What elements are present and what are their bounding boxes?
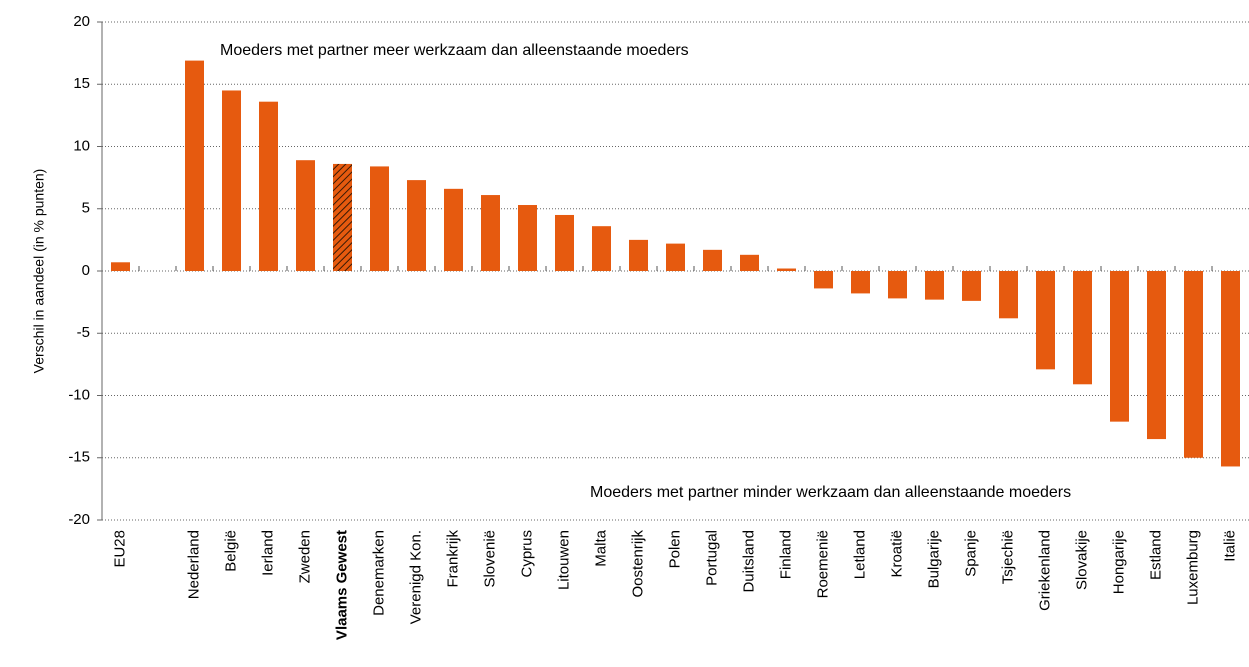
x-tick-label: Italië — [1221, 530, 1238, 562]
bar — [481, 195, 500, 271]
y-tick-label: -20 — [68, 511, 90, 528]
bar — [1036, 271, 1055, 370]
x-tick-label: Estland — [1147, 530, 1164, 580]
bar — [444, 188, 463, 271]
x-tick-label: Oostenrijk — [629, 530, 646, 598]
x-tick-label: Finland — [777, 530, 794, 579]
x-tick-label: Slovakije — [1073, 530, 1090, 590]
x-tick-label: Duitsland — [740, 530, 757, 593]
bar — [999, 271, 1018, 319]
bar — [222, 90, 241, 271]
bar — [1073, 271, 1092, 385]
x-tick-label: Malta — [592, 529, 609, 566]
x-tick-label: Bulgarije — [925, 530, 942, 588]
bar — [925, 271, 944, 300]
x-tick-label: Luxemburg — [1184, 530, 1201, 605]
bar — [1147, 271, 1166, 440]
x-tick-label: Denemarken — [370, 530, 387, 616]
x-tick-label: Hongarije — [1110, 530, 1127, 594]
x-tick-label: Roemenië — [814, 530, 831, 598]
x-tick-label: Litouwen — [555, 530, 572, 590]
bar — [370, 166, 389, 271]
bar — [185, 60, 204, 271]
x-tick-label: Kroatië — [888, 530, 905, 578]
annotation: Moeders met partner minder werkzaam dan … — [590, 484, 1071, 501]
x-tick-label: België — [222, 530, 239, 572]
bar — [555, 214, 574, 271]
bar — [1221, 271, 1240, 467]
x-tick-label: Slovenië — [481, 530, 498, 588]
bar — [851, 271, 870, 294]
x-tick-label: Polen — [666, 530, 683, 568]
y-tick-label: 10 — [73, 137, 90, 154]
y-tick-label: -15 — [68, 449, 90, 466]
bar — [1184, 271, 1203, 458]
bar — [962, 271, 981, 301]
x-tick-label: Spanje — [962, 530, 979, 577]
bar — [296, 160, 315, 271]
bar — [703, 249, 722, 271]
y-tick-label: -5 — [77, 324, 90, 341]
x-tick-label: Vlaams Gewest — [333, 530, 350, 640]
bar — [259, 101, 278, 272]
bar — [333, 163, 352, 271]
x-tick-label: Frankrijk — [444, 530, 461, 588]
x-tick-label: Griekenland — [1036, 530, 1053, 611]
bar — [666, 243, 685, 271]
y-tick-label: 0 — [82, 262, 90, 279]
bar — [592, 226, 611, 271]
y-tick-label: 20 — [73, 13, 90, 30]
bar — [814, 271, 833, 289]
bar — [407, 180, 426, 271]
bar — [740, 254, 759, 271]
bar — [111, 262, 130, 271]
bar — [888, 271, 907, 299]
annotation: Moeders met partner meer werkzaam dan al… — [220, 42, 689, 59]
y-axis-label: Verschil in aandeel (in % punten) — [31, 169, 47, 374]
y-tick-label: -10 — [68, 386, 90, 403]
x-tick-label: Letland — [851, 530, 868, 579]
y-tick-label: 5 — [82, 200, 90, 217]
x-tick-label: EU28 — [111, 530, 128, 568]
x-tick-label: Zweden — [296, 530, 313, 583]
x-tick-label: Portugal — [703, 530, 720, 586]
x-tick-label: Ierland — [259, 530, 276, 576]
bar — [777, 268, 796, 271]
bar — [1110, 271, 1129, 422]
x-tick-label: Tsjechië — [999, 530, 1016, 584]
bar — [518, 205, 537, 271]
y-tick-label: 15 — [73, 75, 90, 92]
x-tick-label: Cyprus — [518, 530, 535, 578]
bar — [629, 239, 648, 271]
x-tick-label: Verenigd Kon. — [407, 530, 424, 624]
x-tick-label: Nederland — [185, 530, 202, 599]
